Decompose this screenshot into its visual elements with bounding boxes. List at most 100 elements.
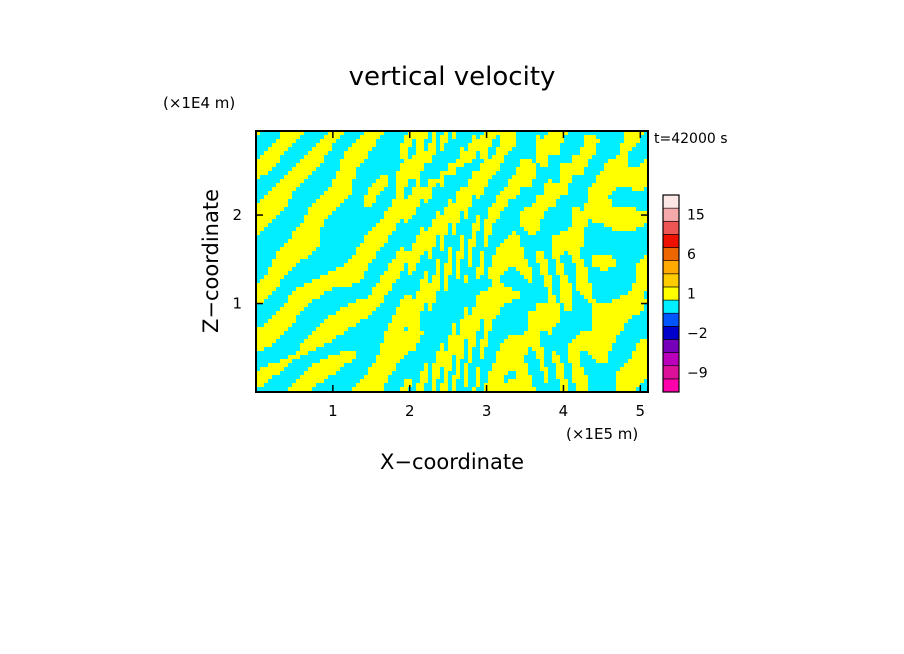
updraft-cell bbox=[500, 191, 520, 195]
updraft-cell bbox=[420, 375, 428, 379]
updraft-cell bbox=[592, 311, 640, 315]
updraft-cell bbox=[588, 195, 608, 199]
updraft-cell bbox=[488, 215, 500, 219]
updraft-cell bbox=[388, 323, 420, 327]
updraft-cell bbox=[584, 207, 636, 211]
updraft-cell bbox=[256, 131, 260, 135]
updraft-cell bbox=[572, 367, 584, 371]
updraft-cell bbox=[256, 331, 284, 335]
updraft-cell bbox=[440, 343, 444, 347]
updraft-cell bbox=[256, 203, 288, 207]
updraft-cell bbox=[432, 131, 436, 135]
updraft-cell bbox=[444, 287, 448, 291]
updraft-cell bbox=[448, 335, 476, 339]
updraft-cell bbox=[316, 327, 348, 331]
updraft-cell bbox=[636, 271, 648, 275]
updraft-cell bbox=[340, 351, 356, 355]
updraft-cell bbox=[488, 287, 512, 291]
updraft-cell bbox=[476, 219, 480, 223]
updraft-cell bbox=[548, 179, 552, 183]
updraft-cell bbox=[612, 227, 636, 231]
updraft-cell bbox=[540, 263, 548, 267]
updraft-cell bbox=[572, 207, 580, 211]
updraft-cell bbox=[460, 235, 464, 239]
updraft-cell bbox=[576, 283, 592, 287]
x-axis-ticks: 1 2 3 4 5 bbox=[328, 131, 645, 420]
updraft-cell bbox=[576, 287, 592, 291]
updraft-cell bbox=[632, 351, 648, 355]
colorbar-segment bbox=[662, 234, 680, 248]
updraft-cell bbox=[552, 359, 560, 363]
updraft-cell bbox=[396, 311, 420, 315]
colorbar-label: 15 bbox=[687, 208, 705, 224]
updraft-cell bbox=[284, 175, 308, 179]
updraft-cell bbox=[340, 159, 364, 163]
updraft-cell bbox=[324, 191, 352, 195]
updraft-cell bbox=[376, 355, 404, 359]
updraft-cell bbox=[440, 383, 448, 387]
updraft-cell bbox=[540, 359, 544, 363]
updraft-cell bbox=[464, 375, 468, 379]
updraft-cell bbox=[256, 215, 276, 219]
updraft-cell bbox=[576, 383, 588, 387]
updraft-cell bbox=[364, 199, 376, 203]
updraft-cell bbox=[464, 307, 468, 311]
updraft-cell bbox=[256, 375, 272, 379]
updraft-cell bbox=[540, 267, 548, 271]
updraft-cell bbox=[352, 255, 376, 259]
x-axis-title: X−coordinate bbox=[380, 450, 524, 474]
updraft-cell bbox=[320, 359, 352, 363]
updraft-cell bbox=[312, 203, 340, 207]
updraft-cell bbox=[480, 355, 484, 359]
updraft-cell bbox=[520, 215, 544, 219]
updraft-cell bbox=[548, 331, 552, 335]
updraft-cell bbox=[528, 319, 560, 323]
updraft-cell bbox=[368, 371, 392, 375]
updraft-cell bbox=[456, 251, 464, 255]
updraft-cell bbox=[444, 275, 448, 279]
updraft-cell bbox=[636, 267, 648, 271]
updraft-cell bbox=[292, 235, 320, 239]
updraft-cell bbox=[436, 211, 440, 215]
updraft-cell bbox=[488, 267, 508, 271]
updraft-cell bbox=[264, 151, 284, 155]
updraft-cell bbox=[560, 175, 572, 179]
updraft-cell bbox=[632, 355, 648, 359]
updraft-cell bbox=[560, 299, 572, 303]
updraft-cell bbox=[428, 227, 448, 231]
updraft-cell bbox=[296, 163, 320, 167]
updraft-cell bbox=[552, 239, 584, 243]
updraft-cell bbox=[480, 155, 488, 159]
updraft-cell bbox=[304, 215, 328, 219]
updraft-cell bbox=[484, 235, 488, 239]
updraft-cell bbox=[488, 375, 504, 379]
updraft-cell bbox=[544, 191, 568, 195]
updraft-cell bbox=[492, 203, 508, 207]
updraft-cell bbox=[620, 143, 636, 147]
updraft-cell bbox=[488, 207, 504, 211]
updraft-cell bbox=[484, 323, 492, 327]
updraft-cell bbox=[420, 231, 448, 235]
updraft-cell bbox=[308, 211, 332, 215]
updraft-cell bbox=[592, 303, 644, 307]
updraft-cell bbox=[452, 131, 456, 135]
colorbar-segment bbox=[662, 339, 680, 353]
updraft-cell bbox=[448, 347, 464, 351]
velocity-field bbox=[256, 131, 648, 392]
updraft-cell bbox=[420, 279, 428, 283]
updraft-cell bbox=[612, 299, 648, 303]
updraft-cell bbox=[256, 211, 280, 215]
y-axis-unit: (×1E4 m) bbox=[163, 94, 235, 112]
updraft-cell bbox=[592, 319, 628, 323]
updraft-cell bbox=[632, 187, 644, 191]
updraft-cell bbox=[464, 211, 468, 215]
updraft-cell bbox=[444, 131, 448, 135]
updraft-cell bbox=[256, 347, 264, 351]
updraft-cell bbox=[456, 275, 460, 279]
updraft-cell bbox=[632, 287, 648, 291]
updraft-cell bbox=[416, 147, 424, 151]
updraft-cell bbox=[516, 375, 532, 379]
colorbar: −9 −2 1 6 15 bbox=[662, 194, 708, 393]
updraft-cell bbox=[516, 267, 532, 271]
